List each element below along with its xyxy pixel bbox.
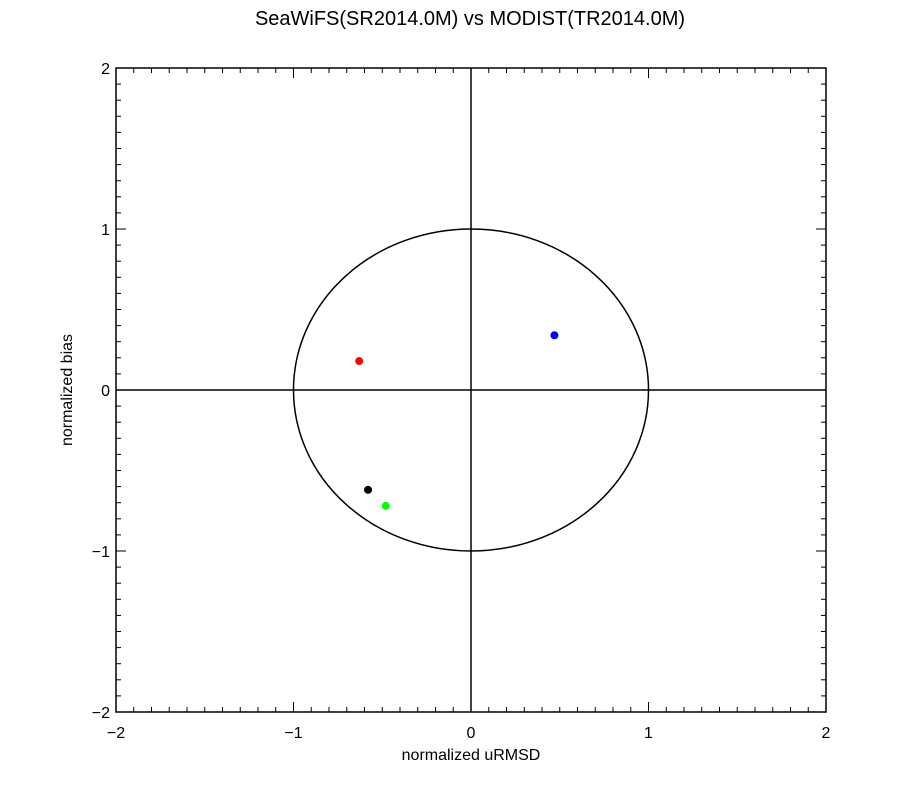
reference-circle bbox=[292, 228, 650, 552]
x-tick-label: 1 bbox=[644, 725, 653, 742]
data-points bbox=[355, 331, 559, 510]
y-tick-label: 2 bbox=[101, 61, 110, 78]
data-point bbox=[364, 485, 373, 494]
y-tick-label: −2 bbox=[92, 705, 110, 722]
y-axis-label: normalized bias bbox=[59, 334, 76, 446]
y-tick-label: −1 bbox=[92, 544, 110, 561]
y-tick-label: 0 bbox=[101, 383, 110, 400]
x-tick-label: −1 bbox=[284, 725, 302, 742]
x-tick-label: −2 bbox=[107, 725, 125, 742]
x-tick-label: 2 bbox=[822, 725, 831, 742]
y-tick-label: 1 bbox=[101, 222, 110, 239]
y-tick-labels: −2 −1 0 1 2 bbox=[92, 61, 110, 722]
x-tick-label: 0 bbox=[467, 725, 476, 742]
data-point bbox=[381, 501, 390, 510]
x-tick-labels: −2 −1 0 1 2 bbox=[107, 725, 831, 742]
minor-ticks bbox=[116, 68, 826, 712]
data-point bbox=[550, 331, 559, 340]
chart-title: SeaWiFS(SR2014.0M) vs MODIST(TR2014.0M) bbox=[254, 8, 686, 30]
data-point bbox=[355, 357, 364, 366]
x-axis-label: normalized uRMSD bbox=[402, 747, 541, 764]
